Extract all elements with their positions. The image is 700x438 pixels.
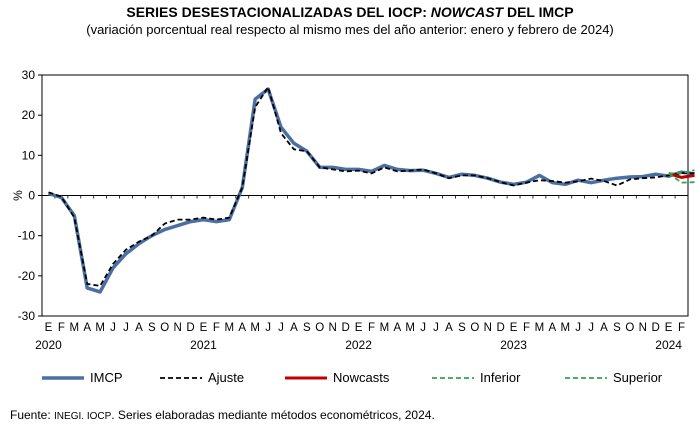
series-line-ajuste xyxy=(48,86,695,287)
x-month-label: S xyxy=(613,322,621,334)
legend-label-ajuste: Ajuste xyxy=(208,370,244,385)
x-month-label: E xyxy=(200,322,208,334)
series-line-nowcasts xyxy=(668,171,695,179)
x-month-label: A xyxy=(290,322,298,334)
x-month-label: O xyxy=(160,322,169,334)
x-month-label: F xyxy=(678,322,685,334)
x-month-label: D xyxy=(341,322,349,334)
x-month-label: M xyxy=(535,322,545,334)
x-year-label: 2021 xyxy=(190,338,217,352)
x-month-label: E xyxy=(45,322,53,334)
x-year-label: 2023 xyxy=(500,338,527,352)
x-month-label: S xyxy=(148,322,156,334)
x-month-label: J xyxy=(123,322,129,334)
x-year-label: 2024 xyxy=(655,338,682,352)
y-tick-label: 20 xyxy=(22,108,36,122)
series-line-inferior xyxy=(668,172,695,184)
x-month-label: M xyxy=(405,322,415,334)
x-month-label: M xyxy=(70,322,80,334)
x-month-label: F xyxy=(58,322,65,334)
x-month-label: O xyxy=(470,322,479,334)
legend-label-imcp: IMCP xyxy=(90,370,123,385)
x-month-label: S xyxy=(303,322,311,334)
x-month-label: D xyxy=(497,322,505,334)
y-tick-label: 30 xyxy=(22,68,36,82)
chart-title: SERIES DESESTACIONALIZADAS DEL IOCP: NOW… xyxy=(0,4,700,20)
x-month-label: O xyxy=(315,322,324,334)
y-tick-label: 0 xyxy=(28,189,35,203)
series-line-superior xyxy=(668,169,695,175)
x-month-label: A xyxy=(135,322,143,334)
x-month-label: O xyxy=(625,322,634,334)
x-month-label: M xyxy=(250,322,260,334)
series-line-imcp xyxy=(47,87,695,294)
y-tick-label: -20 xyxy=(18,269,36,283)
x-month-label: J xyxy=(265,322,271,334)
x-month-label: A xyxy=(393,322,401,334)
x-month-label: E xyxy=(665,322,673,334)
x-month-label: M xyxy=(95,322,105,334)
x-month-label: N xyxy=(639,322,647,334)
x-month-label: J xyxy=(110,322,116,334)
x-month-label: N xyxy=(329,322,337,334)
x-year-label: 2022 xyxy=(345,338,372,352)
legend-label-superior: Superior xyxy=(613,370,663,385)
x-year-label: 2020 xyxy=(35,338,62,352)
x-month-label: A xyxy=(83,322,91,334)
x-month-label: J xyxy=(420,322,426,334)
legend-label-inferior: Inferior xyxy=(480,370,521,385)
source-prefix: Fuente: xyxy=(10,408,55,422)
title-italic: NOWCAST xyxy=(430,4,504,20)
x-month-label: M xyxy=(380,322,390,334)
chart-subtitle: (variación porcentual real respecto al m… xyxy=(86,22,614,37)
x-month-label: D xyxy=(652,322,660,334)
x-month-label: A xyxy=(445,322,453,334)
x-month-label: F xyxy=(523,322,530,334)
title-tail: DEL IMCP xyxy=(503,4,574,20)
legend-label-nowcasts: Nowcasts xyxy=(333,370,390,385)
title-main: SERIES DESESTACIONALIZADAS DEL IOCP: xyxy=(126,4,431,20)
y-tick-label: -10 xyxy=(18,229,36,243)
x-month-label: M xyxy=(560,322,570,334)
x-month-label: E xyxy=(510,322,518,334)
source-note: Fuente: INEGI. IOCP. Series elaboradas m… xyxy=(10,408,435,422)
x-month-label: J xyxy=(575,322,581,334)
x-month-label: M xyxy=(225,322,235,334)
y-tick-label: -30 xyxy=(18,309,36,323)
source-text: . Series elaboradas mediante métodos eco… xyxy=(111,408,435,422)
x-month-label: E xyxy=(355,322,363,334)
x-month-label: N xyxy=(484,322,492,334)
x-month-label: D xyxy=(186,322,194,334)
x-month-label: J xyxy=(433,322,439,334)
x-month-label: A xyxy=(600,322,608,334)
x-month-label: N xyxy=(174,322,182,334)
y-tick-label: 10 xyxy=(22,148,36,162)
x-month-label: A xyxy=(238,322,246,334)
x-month-label: F xyxy=(213,322,220,334)
x-month-label: F xyxy=(368,322,375,334)
y-axis-label: % xyxy=(11,190,25,201)
x-month-label: J xyxy=(278,322,284,334)
x-month-label: S xyxy=(458,322,466,334)
source-org: INEGI. IOCP xyxy=(54,411,112,422)
x-month-label: J xyxy=(588,322,594,334)
x-month-label: A xyxy=(549,322,557,334)
